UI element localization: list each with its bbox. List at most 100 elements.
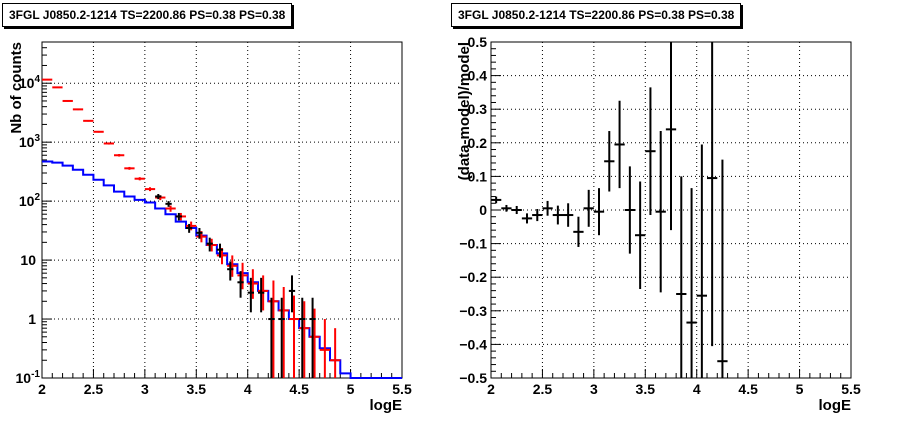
left-x-tick-label: 3.5 xyxy=(187,381,207,397)
right-y-tick-label: 0.4 xyxy=(468,68,488,84)
total-point xyxy=(134,177,145,181)
right-y-tick-label: 0.5 xyxy=(468,34,488,50)
total-point xyxy=(288,295,300,378)
residual-point xyxy=(501,204,512,212)
left-y-axis-title: Nb of counts xyxy=(8,42,25,134)
total-point xyxy=(93,130,104,133)
model-histogram-line xyxy=(42,160,402,379)
right-x-tick-label: 5.5 xyxy=(841,381,861,397)
left-plot-frame xyxy=(41,41,403,379)
total-point xyxy=(144,187,156,192)
data-point xyxy=(216,243,224,258)
data-point xyxy=(247,277,254,313)
total-point xyxy=(62,99,73,102)
data-point xyxy=(227,261,234,281)
residual-point xyxy=(717,159,728,378)
right-x-tick-label: 5 xyxy=(796,381,804,397)
left-plot: 2 2.5 3 3.5 4 4.5 5 5.5 10-1 1 10 102 103 104 logE Nb o… xyxy=(8,41,412,414)
right-x-axis-title: logE xyxy=(819,397,852,414)
total-point xyxy=(309,308,320,378)
total-point xyxy=(72,108,84,111)
data-point xyxy=(206,237,213,252)
residual-point xyxy=(583,189,594,227)
left-y-tick-label: 1 xyxy=(28,311,36,327)
right-x-tick-label: 4 xyxy=(693,381,701,397)
total-point xyxy=(42,78,53,81)
left-x-axis-title: logE xyxy=(370,397,403,414)
data-point xyxy=(165,201,172,207)
data-point xyxy=(309,297,316,378)
left-x-tick-label: 5.5 xyxy=(392,381,412,397)
residual-point xyxy=(573,216,584,247)
total-point xyxy=(299,301,310,378)
residual-point xyxy=(686,188,697,378)
total-point xyxy=(247,269,258,299)
data-point xyxy=(186,223,193,233)
residual-point xyxy=(707,42,718,347)
residual-point xyxy=(491,196,502,204)
left-x-tick-label: 2 xyxy=(38,381,46,397)
data-point xyxy=(299,297,306,378)
residual-point xyxy=(645,87,656,216)
right-x-tick-label: 2.5 xyxy=(533,381,553,397)
residual-point xyxy=(542,200,553,216)
left-plot-title: 3FGL J0850.2-1214 TS=2200.86 PS=0.38 PS=… xyxy=(2,3,293,27)
right-x-tick-label: 3 xyxy=(590,381,598,397)
right-x-tick-label: 2 xyxy=(487,381,495,397)
data-point xyxy=(278,297,285,378)
residual-point xyxy=(676,176,687,378)
data-point xyxy=(155,194,162,200)
left-x-tick-label: 4.5 xyxy=(289,381,309,397)
right-plot-title: 3FGL J0850.2-1214 TS=2200.86 PS=0.38 PS=… xyxy=(451,3,742,27)
left-y-tick-label: 102 xyxy=(19,192,41,209)
data-point xyxy=(196,228,203,239)
right-y-tick-label: −0.5 xyxy=(459,370,487,386)
total-point xyxy=(278,286,289,378)
left-y-tick-label: 10-1 xyxy=(16,369,41,386)
total-point xyxy=(206,238,217,252)
left-x-tick-label: 3 xyxy=(141,381,149,397)
residual-point xyxy=(511,205,522,215)
total-point xyxy=(216,248,228,265)
data-point xyxy=(175,212,182,221)
residual-point xyxy=(624,166,635,254)
residual-point xyxy=(521,213,533,224)
total-point xyxy=(319,319,330,378)
total-point xyxy=(237,262,248,290)
residual-point xyxy=(614,100,625,189)
total-point xyxy=(103,142,114,145)
right-y-tick-label: −0.3 xyxy=(459,303,487,319)
right-y-tick-label: 0.3 xyxy=(468,101,488,117)
residual-point xyxy=(665,42,677,231)
right-y-tick-label: −0.4 xyxy=(459,336,487,352)
data-point xyxy=(237,271,244,298)
total-point xyxy=(114,153,125,157)
right-y-tick-label: −0.1 xyxy=(459,236,487,252)
residual-point xyxy=(593,188,605,236)
right-y-tick-label: −0.2 xyxy=(459,269,487,285)
right-y-axis-title: (data-model)/model xyxy=(456,42,473,180)
right-x-tick-label: 3.5 xyxy=(636,381,656,397)
left-x-tick-label: 5 xyxy=(347,381,355,397)
residual-point xyxy=(552,205,563,225)
left-x-tick-label: 2.5 xyxy=(84,381,104,397)
total-point xyxy=(83,119,94,122)
left-y-tick-label: 103 xyxy=(19,133,41,150)
left-y-tick-label: 104 xyxy=(19,74,41,91)
residual-point xyxy=(532,208,543,222)
total-point xyxy=(52,86,63,89)
right-x-tick-label: 4.5 xyxy=(738,381,758,397)
residual-point xyxy=(696,144,707,378)
left-x-tick-label: 4 xyxy=(244,381,252,397)
left-y-tick-label: 10 xyxy=(20,252,36,268)
residual-point xyxy=(655,131,666,293)
right-y-tick-label: 0 xyxy=(479,202,487,218)
right-y-tick-label: 0.1 xyxy=(468,168,488,184)
right-y-tick-label: 0.2 xyxy=(468,135,488,151)
residual-point xyxy=(563,203,574,227)
total-point xyxy=(227,255,238,277)
right-plot: 2 2.5 3 3.5 4 4.5 5 5.5 −0.5 −0.4 −0.3 −0.2 −0.1 0 0.1… xyxy=(456,34,861,414)
data-point xyxy=(268,297,275,378)
residual-point xyxy=(635,181,646,289)
